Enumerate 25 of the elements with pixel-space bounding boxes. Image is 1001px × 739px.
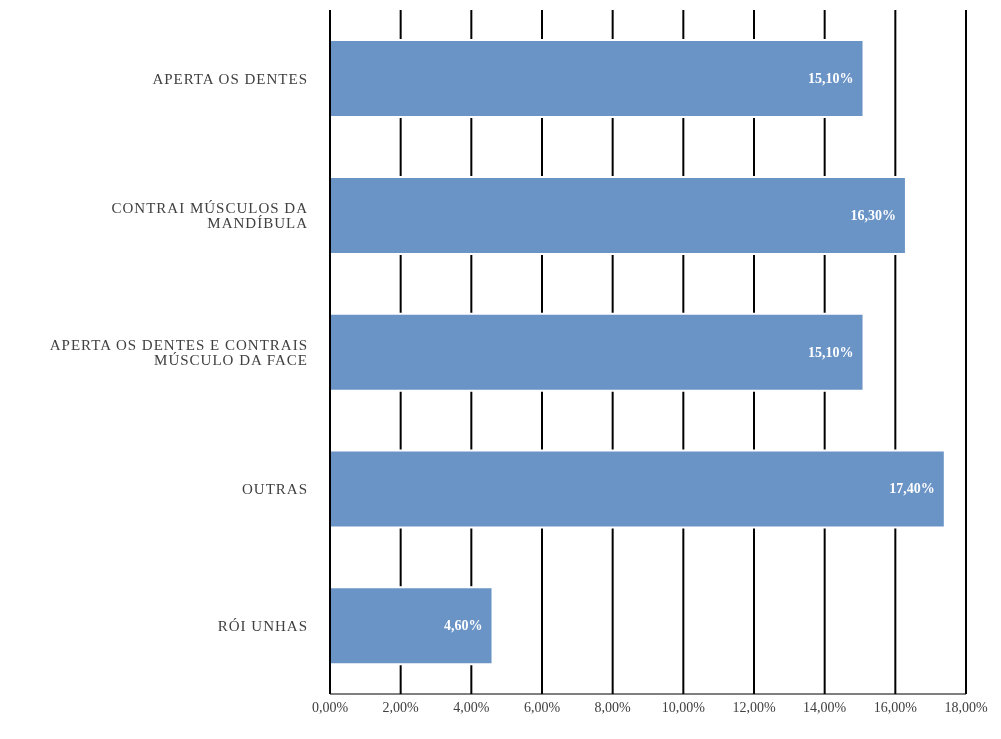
data-label: 4,60% — [444, 618, 483, 634]
x-tick-label: 0,00% — [311, 699, 349, 715]
x-tick-label: 16,00% — [873, 699, 918, 715]
x-tick-label: 18,00% — [944, 699, 988, 715]
y-tick-label: CONTRAI MÚSCULOS DA MANDÍBULA — [111, 200, 308, 232]
data-label: 17,40% — [889, 481, 935, 497]
data-label: 15,10% — [808, 71, 854, 87]
x-tick-label: 10,00% — [661, 699, 706, 715]
x-tick-label: 14,00% — [803, 699, 847, 715]
bar — [330, 39, 865, 119]
x-tick-label: 2,00% — [382, 699, 420, 715]
bar — [330, 586, 494, 666]
x-tick-label: 4,00% — [453, 699, 490, 715]
x-tick-label: 8,00% — [594, 699, 632, 715]
data-label: 15,10% — [808, 344, 854, 360]
x-tick-label: 6,00% — [523, 699, 561, 715]
bar — [330, 175, 907, 255]
data-label: 16,30% — [850, 207, 896, 223]
y-tick-label: OUTRAS — [241, 481, 308, 498]
y-tick-label: APERTA OS DENTES — [152, 70, 308, 87]
y-tick-label: RÓI UNHAS — [217, 617, 308, 634]
bar — [330, 312, 865, 392]
bar — [330, 449, 946, 529]
y-tick-label: APERTA OS DENTES E CONTRAIS MÚSCULO DA FACE — [49, 336, 308, 368]
x-tick-label: 12,00% — [732, 699, 776, 715]
